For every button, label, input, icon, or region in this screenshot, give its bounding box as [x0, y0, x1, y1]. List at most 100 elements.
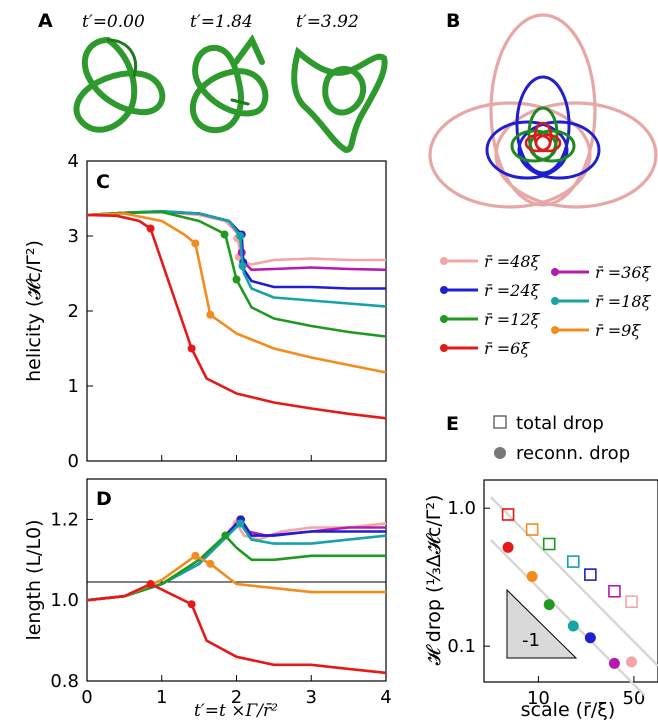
panel-c-yticks: 0 1 2 3 4 [68, 151, 93, 472]
panel-e-ytick-label-0: 0.1 [447, 636, 476, 657]
panel-d-xticks: 0 1 2 3 4 [81, 455, 392, 708]
panel-d-event-dot-4-0 [221, 531, 230, 540]
legend-label-3: r̄ =18ξ [595, 292, 652, 311]
panel-c-ytick-label-1: 1 [68, 376, 79, 397]
panel-d-series-line-3 [86, 522, 387, 602]
panel-d-xtick-label-1: 1 [156, 687, 167, 708]
panel-c-ylabel: helicity (𝓗c/Γ²) [23, 240, 45, 382]
panel-d-event-dot-6-0 [146, 580, 155, 589]
reconn-drop-marker-0 [502, 541, 514, 553]
panel-c-event-dot-4-1 [232, 275, 241, 284]
panel-d-series-line-4 [86, 534, 386, 602]
knot-ring-12 [510, 106, 576, 163]
legend-dot-3 [551, 297, 559, 305]
panel-e-guide-line-total [490, 496, 658, 667]
panel-c-ytick-label-2: 2 [68, 301, 79, 322]
panel-c: C 0 1 2 3 4 helicity (𝓗c/Γ²) [23, 151, 387, 472]
panel-letter-d: D [96, 488, 112, 510]
knot-ring-6 [524, 121, 562, 153]
panel-c-event-dot-3-1 [238, 262, 247, 270]
panel-e-content: -1 [490, 496, 658, 697]
total-drop-marker-2 [542, 537, 556, 551]
reconn-drop-marker-2 [543, 599, 555, 611]
reconn-drop-marker-6 [626, 656, 638, 668]
time-label-1: t′=1.84 [190, 12, 253, 32]
time-label-0: t′=0.00 [82, 12, 145, 32]
panel-letter-e: E [446, 413, 459, 435]
legend-label-0: r̄ =48ξ [484, 252, 541, 271]
panel-e-xlabel: scale (r̄/ξ) [521, 699, 616, 721]
panel-d: D 0.8 1.0 1.2 0 1 2 3 4 length (L/L0) t′=t ×Γ/… [23, 455, 392, 721]
panel-d-ytick-label-1: 1.0 [50, 590, 79, 611]
panel-d-xlabel: t′=t ×Γ/r̄² [194, 701, 278, 721]
slope-triangle [506, 588, 578, 659]
panel-d-yticks: 0.8 1.0 1.2 [50, 509, 93, 692]
legend-dot-0 [440, 257, 448, 265]
panel-c-event-dot-5-0 [191, 239, 200, 248]
legend-label-5: r̄ =9ξ [595, 321, 641, 340]
total-drop-marker-0 [501, 508, 515, 521]
legend-reconn-drop-label: reconn. drop [516, 443, 630, 464]
panel-c-ytick-label-4: 4 [68, 151, 79, 172]
reconn-drop-marker-1 [526, 570, 538, 582]
panel-c-frame [86, 160, 387, 462]
panel-e-guide-line-reconn [490, 539, 646, 697]
legend-reconn-drop-marker [494, 447, 506, 459]
panel-c-series-line-6 [86, 213, 387, 420]
panel-c-event-dot-3-0 [236, 232, 245, 240]
legend-label-6: r̄ =6ξ [484, 339, 530, 358]
reconn-drop-marker-5 [608, 657, 620, 669]
panel-e-ticks: 10 50 0.1 1.0 [447, 498, 645, 709]
knot-image-1 [189, 34, 269, 134]
panel-e-xtick-label-1: 50 [622, 688, 645, 709]
legend-label-1: r̄ =36ξ [595, 263, 652, 282]
panel-c-event-dot-4-0 [220, 230, 229, 239]
panel-d-xtick-label-3: 3 [306, 687, 317, 708]
panel-c-series-line-4 [86, 210, 387, 338]
total-drop-marker-4 [584, 568, 597, 581]
panel-c-event-dot-5-1 [206, 310, 215, 319]
panel-d-series-line-0 [86, 522, 387, 602]
panel-d-xtick-label-0: 0 [81, 687, 92, 708]
legend-dot-5 [551, 326, 559, 334]
knot-ring-24 [485, 75, 601, 180]
panel-d-xtick-label-4: 4 [380, 687, 391, 708]
panel-e-ylabel: 𝓗 drop (⅓Δ𝓗c/Γ²) [423, 495, 445, 666]
legend-label-4: r̄ =12ξ [484, 310, 541, 329]
legend-dot-4 [440, 315, 448, 323]
panel-d-ylabel: length (L/L0) [23, 519, 45, 640]
panel-d-event-dot-6-1 [187, 600, 196, 609]
reconn-drop-marker-3 [567, 620, 579, 632]
panel-c-event-dot-6-0 [146, 224, 155, 233]
panel-d-ytick-label-0: 0.8 [50, 671, 79, 692]
panel-d-event-dot-3-0 [236, 519, 245, 528]
legend-dot-6 [440, 344, 448, 352]
panel-e-ytick-label-1: 1.0 [447, 498, 476, 519]
time-label-2: t′=3.92 [296, 12, 359, 32]
legend-dot-1 [551, 268, 559, 276]
knot-ring-48 [428, 13, 658, 209]
panel-d-series [86, 515, 387, 675]
panel-c-ytick-label-3: 3 [68, 226, 79, 247]
panel-letter-a: A [38, 10, 53, 32]
legend-dot-2 [440, 286, 448, 294]
panel-d-ytick-label-2: 1.2 [50, 509, 79, 530]
panel-c-event-dot-6-1 [187, 344, 196, 353]
panel-e-xtick-label-0: 10 [527, 688, 550, 709]
panel-e-frame [483, 479, 658, 683]
panel-d-event-dot-5-1 [206, 559, 215, 568]
legend-total-drop-label: total drop [516, 413, 604, 434]
reconn-drop-marker-4 [584, 632, 596, 644]
slope-label: -1 [522, 630, 540, 651]
panel-c-ytick-label-0: 0 [68, 451, 79, 472]
total-drop-marker-5 [608, 584, 621, 598]
panel-d-series-line-2 [86, 518, 386, 602]
panel-letter-b: B [446, 10, 460, 32]
series-legend: r̄ =48ξ r̄ =24ξ r̄ =12ξ r̄ =6ξ r̄ =36ξ r̄ =18… [440, 252, 652, 358]
panel-e: E total drop reconn. drop 10 500.11.0 -1 … [423, 413, 658, 721]
total-drop-marker-1 [525, 523, 539, 536]
panel-b: B [428, 10, 658, 209]
panel-d-frame [86, 478, 387, 682]
panel-a: A t′=0.00 t′=1.84 t′=3.92 [38, 10, 388, 154]
